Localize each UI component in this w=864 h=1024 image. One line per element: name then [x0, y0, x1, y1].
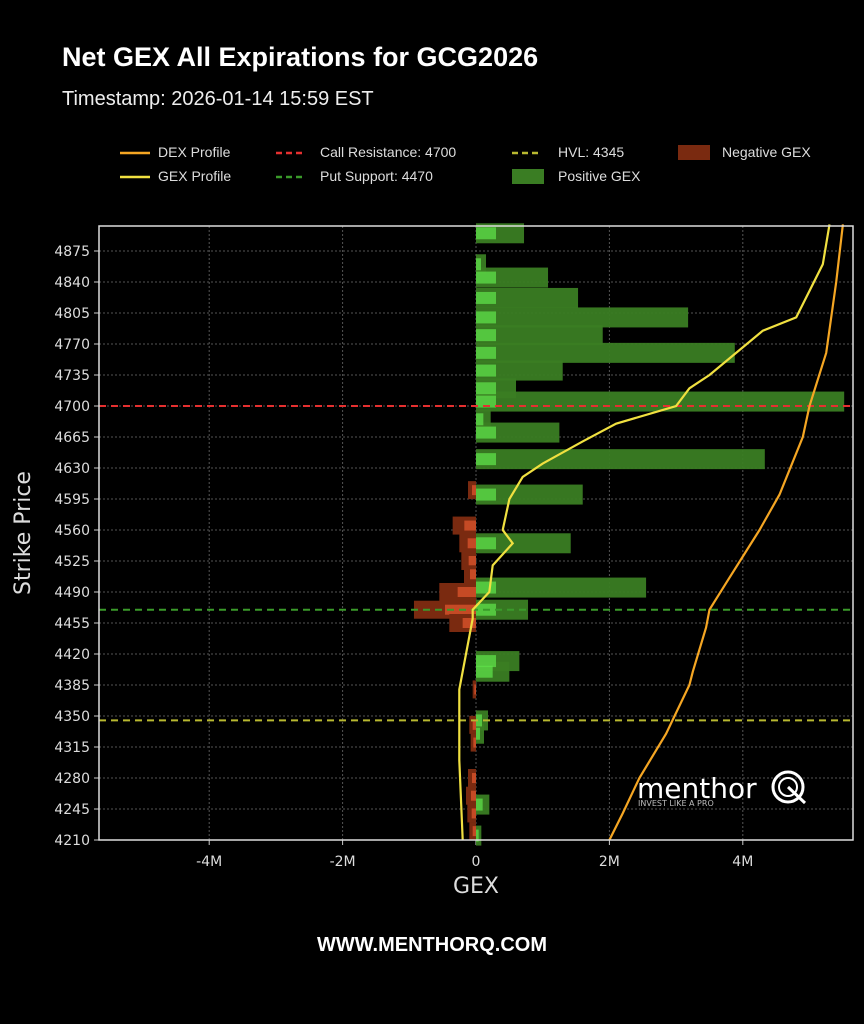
y-tick-label: 4595: [54, 492, 90, 508]
positive-gex-inner: [476, 714, 483, 727]
positive-gex-bar: [476, 484, 583, 505]
legend-gex-label: GEX Profile: [158, 168, 232, 184]
negative-gex-inner: [471, 485, 476, 496]
y-tick-label: 4385: [54, 678, 90, 694]
x-tick-label: 0: [472, 854, 481, 870]
y-tick-label: 4490: [54, 585, 90, 601]
positive-gex-bar: [476, 342, 735, 363]
y-tick-label: 4805: [54, 306, 90, 322]
chart-title: Net GEX All Expirations for GCG2026: [62, 42, 539, 72]
negative-gex-swatch: [678, 145, 710, 160]
y-tick-label: 4630: [54, 461, 90, 477]
negative-gex-inner: [468, 556, 476, 566]
positive-gex-inner: [476, 426, 497, 439]
positive-gex-bar: [476, 391, 845, 412]
y-axis-label: Strike Price: [11, 471, 36, 595]
y-tick-label: 4700: [54, 399, 90, 415]
positive-gex-swatch: [512, 169, 544, 184]
negative-gex-inner: [457, 587, 476, 597]
positive-gex-bar: [476, 307, 689, 328]
y-tick-label: 4840: [54, 275, 90, 291]
negative-gex-inner: [470, 790, 476, 801]
watermark-q-icon: [771, 770, 805, 804]
positive-gex-inner: [476, 798, 483, 811]
gex-chart: 4875 4840 4805 4770 4735 4700 4665 4630 4595 4560…: [11, 223, 854, 899]
y-tick-label: 4665: [54, 430, 90, 446]
y-tick-label: 4210: [54, 833, 90, 849]
positive-gex-inner: [476, 271, 497, 284]
positive-gex-bar: [476, 325, 603, 346]
negative-gex-bar: [469, 715, 476, 734]
positive-gex-inner: [476, 665, 493, 678]
y-tick-label: 4245: [54, 802, 90, 818]
positive-gex-inner: [476, 395, 497, 408]
y-tick-label: 4875: [54, 244, 90, 260]
positive-gex-inner: [476, 488, 497, 501]
negative-gex-inner: [469, 569, 476, 580]
footer-url: WWW.MENTHORQ.COM: [317, 934, 547, 956]
positive-gex-inner: [476, 655, 497, 668]
x-tick-label: 2M: [599, 854, 620, 870]
plot-frame: [98, 225, 854, 841]
watermark-tagline: INVEST LIKE A PRO: [638, 799, 714, 808]
y-tick-label: 4735: [54, 368, 90, 384]
positive-gex-bar: [476, 577, 647, 598]
positive-gex-inner: [476, 537, 497, 550]
legend-dex-label: DEX Profile: [158, 144, 231, 160]
positive-gex-inner: [476, 364, 497, 377]
negative-gex-inner: [474, 684, 476, 695]
positive-gex-inner: [476, 581, 497, 594]
y-tick-label: 4420: [54, 647, 90, 663]
positive-gex-inner: [476, 453, 497, 466]
y-tick-label: 4770: [54, 337, 90, 353]
positive-gex-bar: [476, 422, 560, 443]
x-tick-label: -4M: [196, 854, 222, 870]
y-tick-label: 4560: [54, 523, 90, 539]
watermark-brand: menthor: [637, 772, 757, 805]
negative-gex-inner: [472, 719, 476, 730]
legend-hvl-label: HVL: 4345: [558, 144, 625, 160]
dex-profile-line: [608, 224, 844, 841]
gex-profile-line: [458, 224, 831, 841]
watermark-q-tail: [786, 785, 807, 805]
chart-subtitle: Timestamp: 2026-01-14 15:59 EST: [62, 88, 374, 110]
negative-gex-inner: [472, 826, 476, 837]
positive-gex-inner: [476, 227, 497, 240]
y-tick-label: 4525: [54, 554, 90, 570]
positive-gex-inner: [476, 311, 497, 324]
negative-gex-inner: [467, 538, 476, 549]
negative-gex-inner: [462, 618, 476, 628]
positive-gex-inner: [476, 727, 481, 740]
x-tick-label: 4M: [732, 854, 753, 870]
negative-gex-bar: [469, 822, 476, 841]
positive-gex-inner: [476, 413, 484, 426]
positive-gex-bar: [476, 360, 563, 381]
positive-gex-bar: [476, 449, 765, 470]
positive-gex-inner: [476, 382, 497, 395]
legend-positive-gex-label: Positive GEX: [558, 168, 641, 184]
watermark-q-icon-inner: [778, 777, 798, 797]
negative-gex-inner: [464, 520, 476, 531]
positive-gex-bar: [476, 533, 571, 554]
positive-gex-inner: [476, 346, 497, 359]
positive-gex-inner: [476, 329, 497, 342]
positive-gex-inner: [476, 829, 479, 842]
x-tick-label: -2M: [330, 854, 356, 870]
legend-negative-gex-label: Negative GEX: [722, 144, 811, 160]
y-tick-label: 4350: [54, 709, 90, 725]
positive-gex-inner: [476, 258, 482, 271]
negative-gex-inner: [473, 737, 476, 748]
legend-call-resistance-label: Call Resistance: 4700: [320, 144, 457, 160]
positive-gex-inner: [476, 291, 497, 304]
negative-gex-inner: [471, 808, 476, 819]
x-axis-label: GEX: [453, 874, 499, 899]
positive-gex-bar: [476, 287, 579, 308]
negative-gex-inner: [471, 773, 476, 783]
y-tick-label: 4280: [54, 771, 90, 787]
legend-put-support-label: Put Support: 4470: [320, 168, 433, 184]
y-tick-label: 4455: [54, 616, 90, 632]
y-tick-label: 4315: [54, 740, 90, 756]
